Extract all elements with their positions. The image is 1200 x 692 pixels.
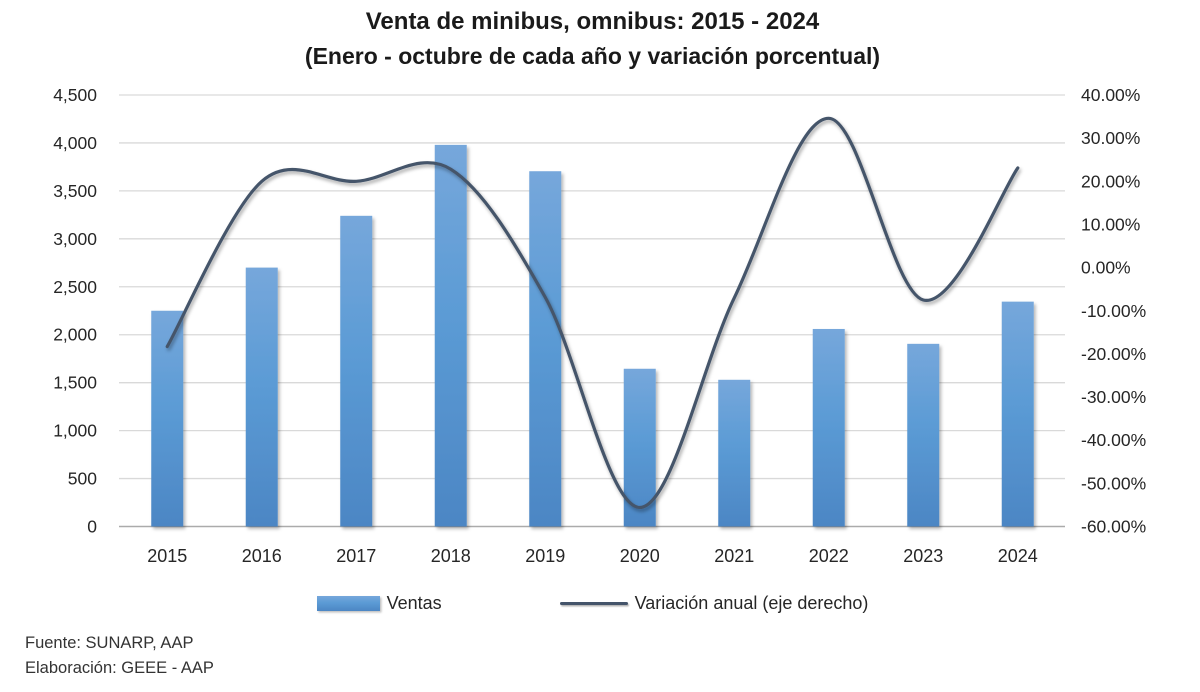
line-series-swatch <box>559 601 628 606</box>
chart-title-block: Venta de minibus, omnibus: 2015 - 2024 (… <box>0 4 1185 73</box>
x-tick-label: 2019 <box>525 546 565 566</box>
y-left-tick-label: 4,500 <box>53 85 97 105</box>
bar-series-swatch <box>316 596 380 611</box>
x-tick-label: 2015 <box>147 546 187 566</box>
x-tick-label: 2020 <box>620 546 660 566</box>
legend-label-ventas: Ventas <box>386 593 442 613</box>
y-right-tick-label: 10.00% <box>1081 214 1140 234</box>
x-tick-label: 2016 <box>242 546 282 566</box>
y-left-tick-label: 2,500 <box>53 277 97 297</box>
y-left-tick-label: 3,500 <box>53 181 97 201</box>
bar-2023 <box>907 343 940 527</box>
legend: Ventas Variación anual (eje derecho) <box>0 593 1185 614</box>
x-tick-label: 2018 <box>431 546 471 566</box>
elaboration-note: Elaboración: GEEE - AAP <box>25 659 214 677</box>
y-right-tick-label: -30.00% <box>1081 387 1146 407</box>
bar-2024 <box>1001 301 1034 527</box>
y-left-tick-label: 500 <box>68 469 97 489</box>
y-right-tick-label: -10.00% <box>1081 301 1146 321</box>
y-right-tick-label: -60.00% <box>1081 517 1146 537</box>
y-axis-left-labels: 4,500 4,000 3,500 3,000 2,500 2,000 1,500 1,000… <box>53 85 97 537</box>
bar-2015 <box>151 310 184 527</box>
y-left-tick-label: 3,000 <box>53 229 97 249</box>
x-axis-labels: 2015 2016 2017 2018 2019 2020 2021 2022 2023 2024 <box>147 546 1038 566</box>
source-note: Fuente: SUNARP, AAP <box>25 634 194 652</box>
y-left-tick-label: 4,000 <box>53 133 97 153</box>
bar-2018 <box>434 144 467 527</box>
bar-series <box>151 144 1034 527</box>
legend-item-ventas: Ventas <box>316 593 442 614</box>
y-right-tick-label: 0.00% <box>1081 258 1131 278</box>
y-right-tick-label: -40.00% <box>1081 430 1146 450</box>
x-tick-label: 2017 <box>336 546 376 566</box>
legend-item-variacion: Variación anual (eje derecho) <box>559 593 869 614</box>
legend-label-variacion: Variación anual (eje derecho) <box>634 593 869 613</box>
x-tick-label: 2023 <box>903 546 943 566</box>
footer-notes: Fuente: SUNARP, AAP Elaboración: GEEE - … <box>25 631 214 681</box>
bar-2017 <box>340 215 373 527</box>
plot-area: 4,500 4,000 3,500 3,000 2,500 2,000 1,500 1,000… <box>53 85 1146 566</box>
x-tick-label: 2024 <box>998 546 1038 566</box>
y-left-tick-label: 0 <box>87 517 97 537</box>
bar-2019 <box>529 171 562 527</box>
chart-subtitle: (Enero - octubre de cada año y variación… <box>304 43 881 69</box>
y-right-tick-label: 40.00% <box>1081 85 1140 105</box>
x-tick-label: 2022 <box>809 546 849 566</box>
y-right-tick-label: -50.00% <box>1081 473 1146 493</box>
bar-2022 <box>812 328 845 527</box>
y-left-tick-label: 1,000 <box>53 421 97 441</box>
variation-line <box>165 116 1020 510</box>
y-right-tick-label: -20.00% <box>1081 344 1146 364</box>
chart-title: Venta de minibus, omnibus: 2015 - 2024 <box>365 8 820 35</box>
bar-2016 <box>245 267 278 527</box>
x-tick-label: 2021 <box>714 546 754 566</box>
y-right-tick-label: 30.00% <box>1081 128 1140 148</box>
y-axis-right-labels: 40.00% 30.00% 20.00% 10.00% 0.00% -10.00% -20.… <box>1081 85 1146 537</box>
y-right-tick-label: 20.00% <box>1081 171 1140 191</box>
y-left-tick-label: 2,000 <box>53 325 97 345</box>
bar-2021 <box>718 379 751 527</box>
y-left-tick-label: 1,500 <box>53 373 97 393</box>
